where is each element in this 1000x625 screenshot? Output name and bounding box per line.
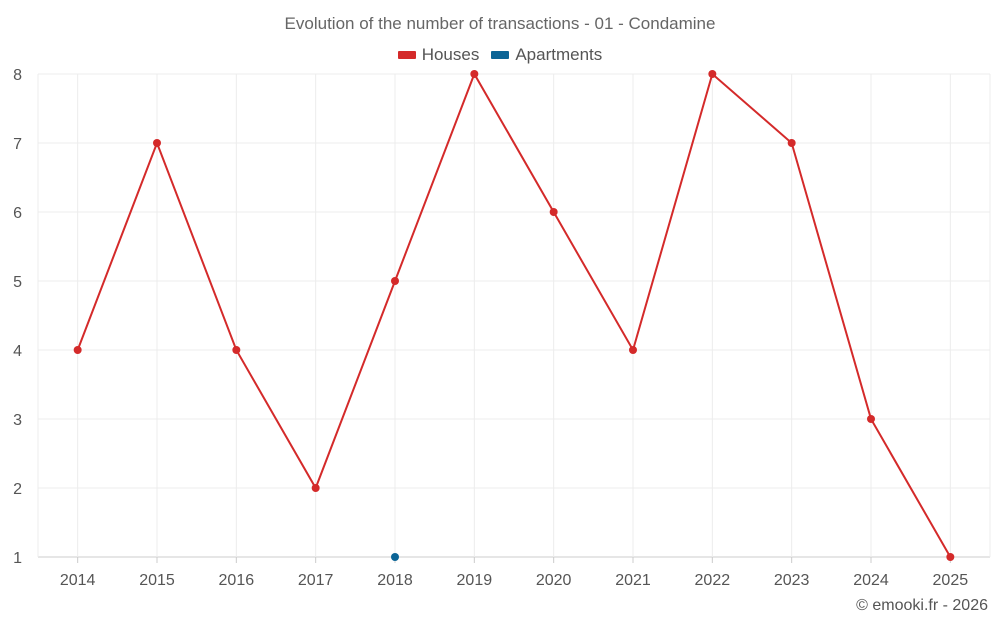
- data-point-houses[interactable]: [629, 346, 637, 354]
- data-point-houses[interactable]: [549, 208, 558, 216]
- data-point-houses[interactable]: [232, 346, 241, 354]
- data-point-apartments[interactable]: [391, 553, 399, 561]
- y-tick-label: 4: [13, 343, 22, 360]
- series-line-houses: [76, 71, 952, 558]
- data-point-houses[interactable]: [787, 139, 796, 147]
- chart-title: Evolution of the number of transactions …: [284, 14, 716, 33]
- y-tick-label: 8: [13, 67, 22, 84]
- data-point-houses[interactable]: [708, 70, 717, 78]
- legend-item-houses[interactable]: Houses: [397, 45, 480, 65]
- x-tick-label: 2016: [219, 572, 255, 589]
- y-tick-label: 1: [13, 550, 22, 567]
- x-tick-label: 2020: [536, 572, 572, 589]
- data-point-houses[interactable]: [867, 415, 875, 423]
- legend-swatch-apartments: [491, 51, 510, 59]
- data-point-houses[interactable]: [391, 277, 399, 285]
- x-tick-label: 2023: [774, 572, 810, 589]
- data-point-houses[interactable]: [470, 70, 479, 78]
- x-tick-label: 2014: [60, 572, 96, 589]
- data-point-houses[interactable]: [311, 484, 320, 492]
- x-tick-label: 2025: [933, 572, 969, 589]
- legend-swatch-houses: [397, 51, 416, 59]
- x-tick-label: 2018: [377, 572, 413, 589]
- legend-label-apartments: Apartments: [515, 45, 603, 64]
- y-tick-label: 3: [13, 412, 22, 429]
- y-tick-label: 2: [13, 481, 22, 498]
- x-tick-label: 2022: [695, 572, 731, 589]
- x-tick-label: 2017: [298, 572, 334, 589]
- x-tick-label: 2015: [139, 572, 175, 589]
- y-tick-label: 6: [13, 205, 22, 222]
- y-tick-label: 5: [13, 274, 22, 291]
- x-tick-label: 2024: [853, 572, 889, 589]
- data-point-houses[interactable]: [153, 139, 161, 147]
- x-tick-label: 2021: [615, 572, 651, 589]
- y-tick-label: 7: [13, 136, 22, 153]
- chart-legend: Houses Apartments: [0, 45, 1000, 65]
- x-tick-label: 2019: [457, 572, 493, 589]
- legend-item-apartments[interactable]: Apartments: [491, 45, 602, 65]
- data-point-houses[interactable]: [946, 553, 955, 561]
- legend-label-houses: Houses: [421, 45, 480, 64]
- data-point-houses[interactable]: [73, 346, 82, 354]
- credit-text: © emooki.fr - 2026: [856, 597, 988, 614]
